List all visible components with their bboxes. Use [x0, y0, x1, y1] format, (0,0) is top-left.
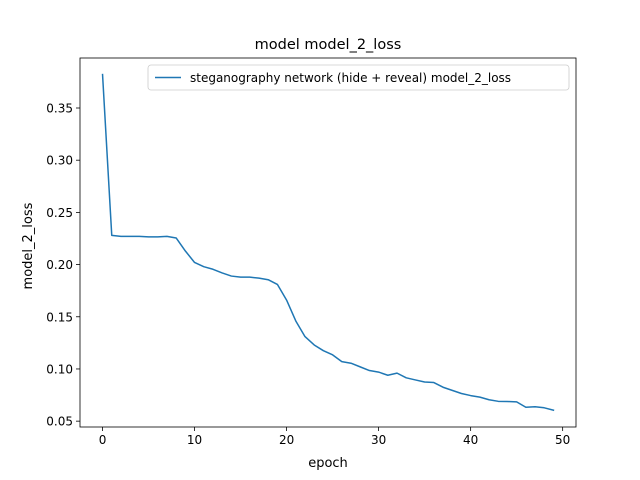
x-tick-label: 0	[99, 433, 107, 447]
x-tick-label: 30	[371, 433, 386, 447]
plot-area: 0 10 20 30 40 50 0.05 0.10 0.15 0.20 0.25 0.30 0.35 s…	[46, 57, 577, 447]
series-line	[101, 73, 555, 412]
axes-frame	[79, 57, 577, 428]
x-axis-label: epoch	[308, 456, 348, 471]
y-tick-label: 0.30	[46, 154, 73, 168]
y-tick-label: 0.35	[46, 102, 73, 116]
y-tick-label: 0.25	[46, 206, 73, 220]
x-tick-label: 20	[279, 433, 294, 447]
y-tick-label: 0.15	[46, 310, 73, 324]
x-tick-label: 40	[463, 433, 478, 447]
chart-title: model model_2_loss	[255, 37, 402, 53]
y-tick-label: 0.10	[46, 362, 73, 376]
y-tick-label: 0.20	[46, 258, 73, 272]
x-tick-label: 10	[187, 433, 202, 447]
x-tick-label: 50	[555, 433, 570, 447]
legend-label: steganography network (hide + reveal) mo…	[190, 71, 511, 85]
y-tick-label: 0.05	[46, 415, 73, 429]
legend-box	[147, 64, 570, 91]
y-axis-label: model_2_loss	[21, 202, 36, 289]
